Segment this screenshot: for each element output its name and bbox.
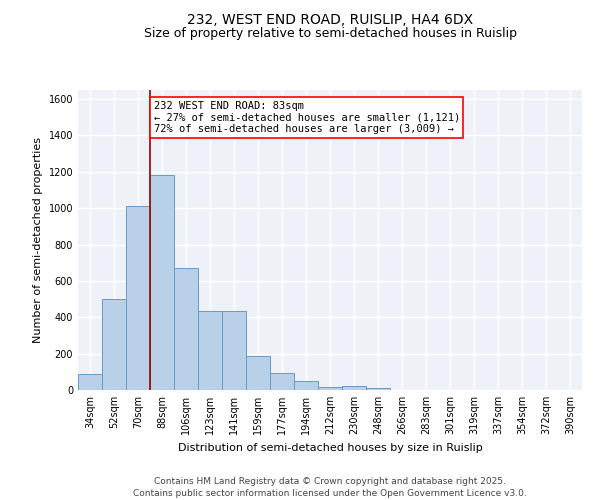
Text: Size of property relative to semi-detached houses in Ruislip: Size of property relative to semi-detach… <box>143 28 517 40</box>
Bar <box>342 386 366 390</box>
Bar <box>78 374 102 390</box>
Text: 232, WEST END ROAD, RUISLIP, HA4 6DX: 232, WEST END ROAD, RUISLIP, HA4 6DX <box>187 12 473 26</box>
Bar <box>294 380 318 390</box>
Bar <box>270 372 294 390</box>
Bar <box>198 311 222 390</box>
Bar <box>150 174 174 390</box>
Bar <box>126 206 150 390</box>
Bar <box>246 356 270 390</box>
Bar <box>174 268 198 390</box>
Bar <box>102 299 126 390</box>
Text: 232 WEST END ROAD: 83sqm
← 27% of semi-detached houses are smaller (1,121)
72% o: 232 WEST END ROAD: 83sqm ← 27% of semi-d… <box>154 101 460 134</box>
X-axis label: Distribution of semi-detached houses by size in Ruislip: Distribution of semi-detached houses by … <box>178 442 482 452</box>
Y-axis label: Number of semi-detached properties: Number of semi-detached properties <box>33 137 43 343</box>
Bar <box>318 386 342 390</box>
Bar <box>222 311 246 390</box>
Bar <box>366 388 390 390</box>
Text: Contains HM Land Registry data © Crown copyright and database right 2025.
Contai: Contains HM Land Registry data © Crown c… <box>133 476 527 498</box>
